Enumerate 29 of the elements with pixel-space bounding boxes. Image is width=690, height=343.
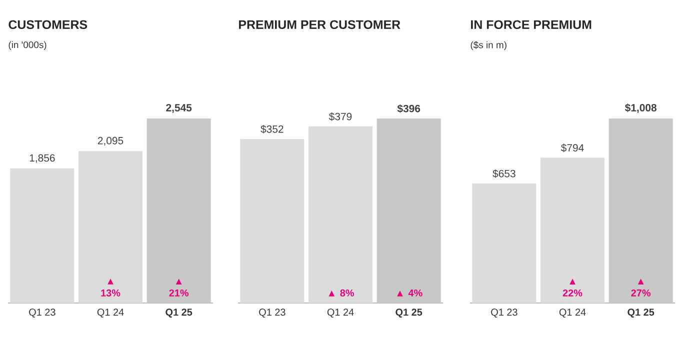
data-label: 1,856	[30, 154, 55, 163]
x-tick-label: Q1 23	[259, 308, 286, 318]
x-tick-label: Q1 24	[327, 308, 354, 318]
x-tick-label: Q1 23	[29, 308, 56, 318]
chart-title: CUSTOMERS	[8, 20, 88, 30]
chart-subtitle: ($s in m)	[470, 41, 506, 50]
data-label: $653	[492, 169, 516, 178]
annotation: ▲ 21%	[169, 278, 189, 296]
data-label: 2,095	[98, 136, 124, 146]
data-label: $396	[397, 104, 420, 113]
chart-title: IN FORCE PREMIUM	[471, 20, 592, 30]
data-label: $794	[560, 144, 584, 152]
data-label: 2,545	[166, 104, 192, 113]
data-label: $379	[328, 112, 352, 121]
annotation: ▲ 8%	[328, 289, 354, 296]
chart-title: PREMIUM PER CUSTOMER	[239, 20, 400, 30]
annotation: ▲ 13%	[101, 278, 120, 296]
data-label: $1,008	[624, 104, 656, 113]
x-tick-label: Q1 25	[396, 308, 422, 318]
x-tick-label: Q1 23	[491, 308, 518, 318]
annotation: ▲ 22%	[562, 278, 582, 296]
annotation: ▲ 27%	[631, 278, 651, 296]
chart-subtitle: (in '000s)	[8, 41, 46, 50]
data-label: $352	[260, 124, 284, 134]
x-tick-label: Q1 24	[559, 308, 586, 318]
annotation: ▲ 4%	[397, 289, 422, 296]
x-tick-label: Q1 25	[628, 308, 654, 318]
x-tick-label: Q1 25	[166, 308, 192, 318]
x-tick-label: Q1 24	[97, 308, 124, 318]
